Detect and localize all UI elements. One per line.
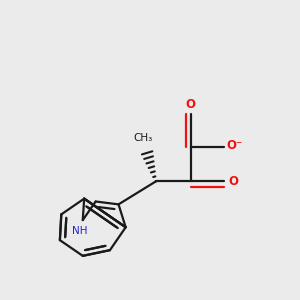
Text: CH₃: CH₃ <box>133 133 152 143</box>
Text: O: O <box>185 98 195 111</box>
Text: O⁻: O⁻ <box>226 139 242 152</box>
Text: O: O <box>229 175 238 188</box>
Text: NH: NH <box>72 226 88 236</box>
